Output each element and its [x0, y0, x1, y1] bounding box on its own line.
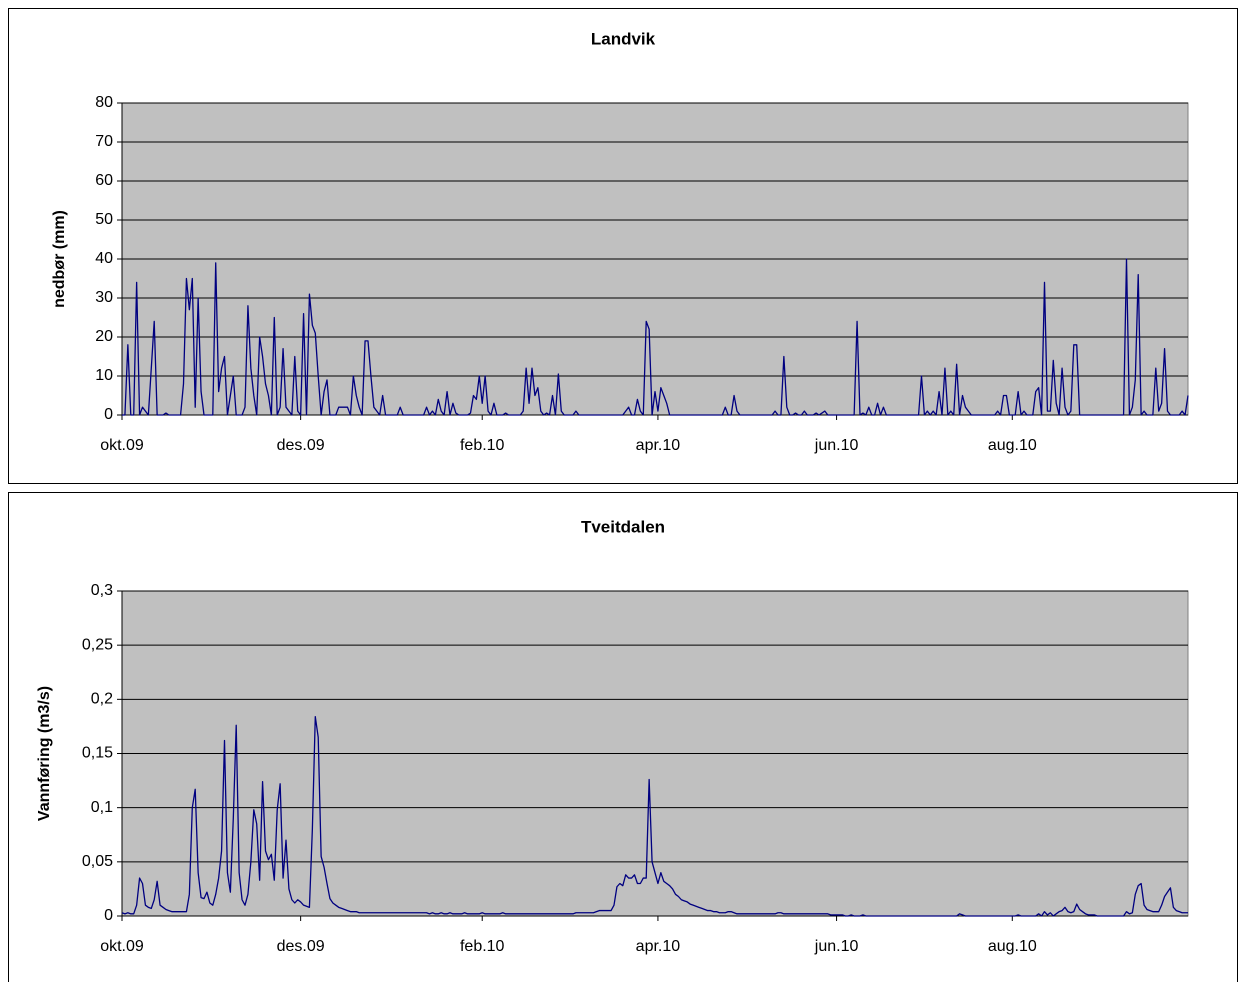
y-tick-label: 20 [95, 328, 113, 345]
y-tick-label: 60 [95, 172, 113, 189]
y-tick-label: 70 [95, 133, 113, 150]
x-tick-label: feb.10 [460, 938, 505, 955]
y-tick-label: 30 [95, 289, 113, 306]
x-tick-label: okt.09 [100, 938, 144, 955]
x-tick-label: jun.10 [814, 938, 859, 955]
y-tick-label: 40 [95, 250, 113, 267]
x-tick-label: des.09 [277, 938, 325, 955]
x-tick-label: aug.10 [988, 437, 1037, 454]
y-tick-label: 0,3 [91, 582, 113, 599]
y-tick-label: 0 [104, 907, 113, 924]
x-tick-label: apr.10 [636, 437, 681, 454]
chart-title: Tveitdalen [581, 517, 665, 536]
y-tick-label: 0,25 [82, 636, 113, 653]
data-line [122, 258, 1189, 416]
x-tick-label: des.09 [277, 437, 325, 454]
y-axis-label: Vannføring (m3/s) [36, 686, 53, 821]
data-line [121, 716, 1188, 917]
y-tick-label: 0 [104, 406, 113, 423]
y-tick-label: 0,05 [82, 853, 113, 870]
y-tick-label: 50 [95, 211, 113, 228]
x-tick-label: jun.10 [814, 437, 859, 454]
x-tick-label: aug.10 [988, 938, 1037, 955]
chart-title: Landvik [591, 29, 656, 48]
y-tick-label: 80 [95, 94, 113, 111]
y-tick-label: 0,2 [91, 691, 113, 708]
x-tick-label: feb.10 [460, 437, 505, 454]
y-axis-label: nedbør (mm) [51, 210, 68, 308]
x-tick-label: apr.10 [636, 938, 681, 955]
y-tick-label: 10 [95, 367, 113, 384]
x-tick-label: okt.09 [100, 437, 144, 454]
y-tick-label: 0,15 [82, 745, 113, 762]
y-tick-label: 0,1 [91, 799, 113, 816]
